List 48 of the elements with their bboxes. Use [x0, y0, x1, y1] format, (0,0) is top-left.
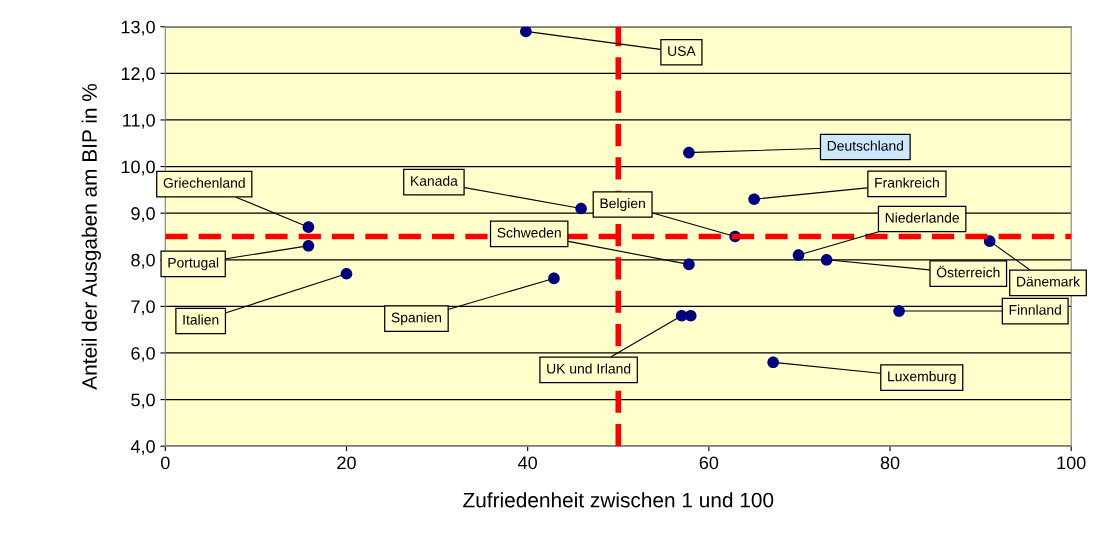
- point: [748, 193, 760, 205]
- annotation: Schweden: [497, 227, 561, 238]
- x-tick-label: 0: [161, 456, 170, 470]
- point: [792, 249, 805, 261]
- annotation: Belgien: [600, 198, 645, 211]
- point: [302, 239, 315, 252]
- y-tick-label: 13,0: [121, 20, 155, 36]
- point: [767, 356, 779, 369]
- y-tick-label: 10,0: [121, 160, 155, 176]
- annotation: Luxemburg: [888, 371, 956, 385]
- point: [520, 26, 532, 38]
- x-tick-label: 100: [1057, 456, 1086, 470]
- annotation: Österreich: [936, 265, 1000, 278]
- x-tick-label: 60: [699, 456, 719, 470]
- annotation: USA: [668, 46, 696, 56]
- x-tick-label: 80: [880, 456, 900, 470]
- y-axis-title: Anteil der Ausgaben am BIP in %: [81, 83, 102, 390]
- point: [683, 258, 695, 271]
- annotation: Kanada: [411, 175, 458, 186]
- annotation: Griechenland: [163, 177, 245, 188]
- x-axis-title: Zufriedenheit zwischen 1 und 100: [463, 492, 774, 508]
- y-tick-label: 11,0: [123, 113, 155, 129]
- annotation: Frankreich: [875, 177, 939, 188]
- annotation: UK und Irland: [547, 363, 631, 374]
- point: [893, 305, 905, 317]
- point: [683, 146, 695, 159]
- y-tick-label: 5,0: [131, 393, 155, 409]
- y-tick-label: 6,0: [131, 346, 155, 362]
- point: [983, 235, 996, 247]
- annotation: Dänemark: [1017, 276, 1081, 287]
- annotation: Spanien: [391, 312, 442, 326]
- annotation: Italien: [183, 314, 219, 325]
- point: [302, 221, 315, 233]
- y-tick-label: 4,0: [130, 440, 155, 456]
- y-tick-label: 8,0: [131, 253, 155, 269]
- annotation: Portugal: [168, 257, 219, 271]
- annotation: Niederlande: [885, 212, 959, 223]
- point: [548, 272, 560, 285]
- annotation: Deutschland: [827, 140, 904, 151]
- point: [820, 253, 833, 266]
- point: [575, 202, 587, 215]
- annotation: Finnland: [1009, 304, 1061, 315]
- point: [340, 267, 353, 280]
- y-tick-label: 12,0: [121, 67, 155, 83]
- x-tick-label: 20: [337, 456, 356, 470]
- x-tick-label: 40: [518, 456, 538, 470]
- y-tick-label: 9,0: [131, 207, 155, 223]
- y-tick-label: 7,0: [131, 300, 155, 316]
